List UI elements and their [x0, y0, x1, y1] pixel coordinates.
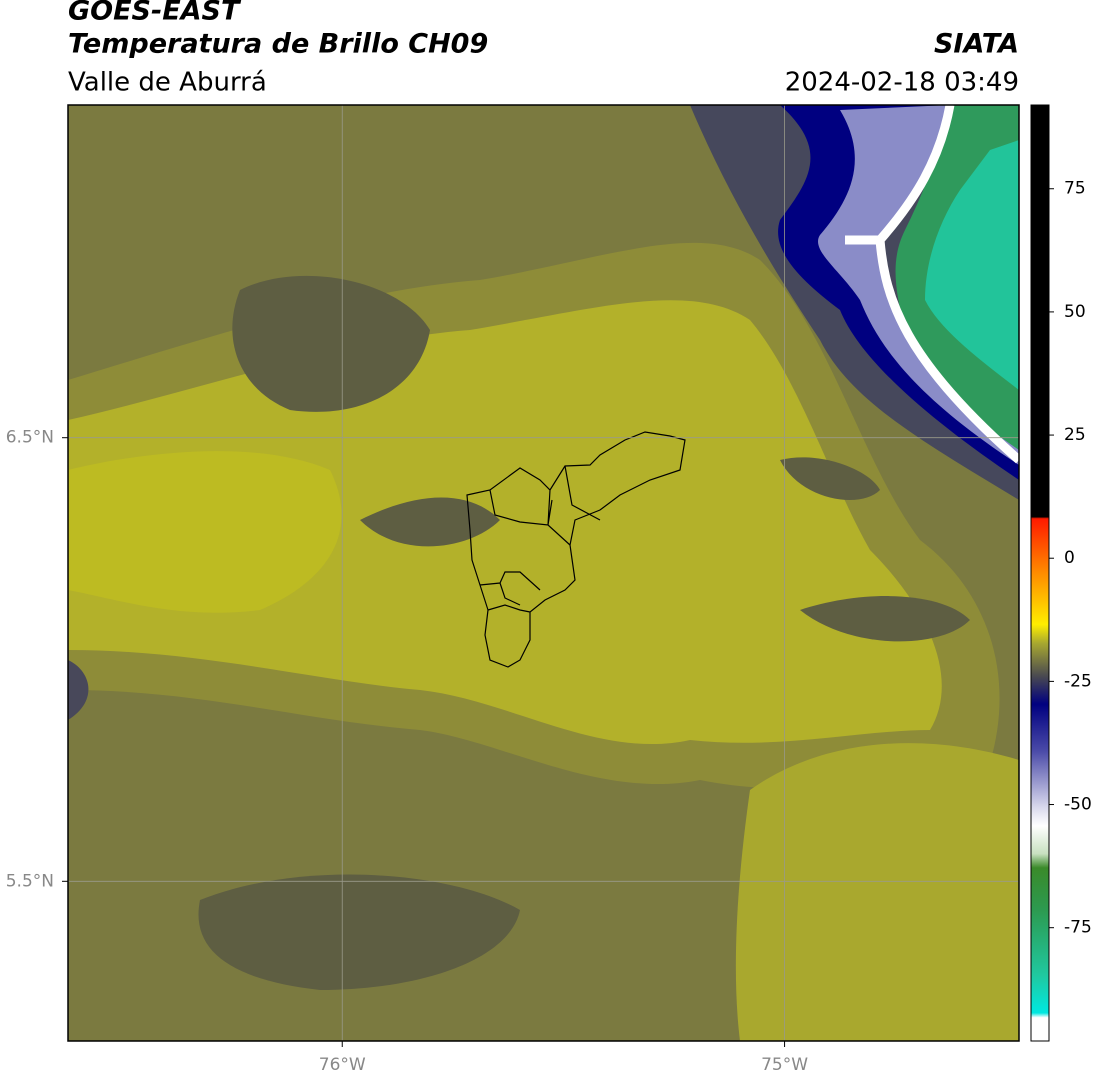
datetime: 2024-02-18 03:49 [785, 68, 1019, 98]
colorbar-tick-label: -25 [1064, 671, 1092, 691]
x-tick-label: 75°W [761, 1055, 808, 1075]
colorbar-tick-label: 25 [1064, 425, 1086, 445]
cold-patch [780, 457, 880, 500]
colorbar-tick-label: -50 [1064, 795, 1092, 815]
cold-patch [800, 596, 970, 642]
cold-patch [198, 874, 520, 990]
warm-core-left [68, 451, 342, 613]
x-tick-label: 76°W [319, 1055, 366, 1075]
source: SIATA [934, 29, 1019, 60]
map-frame [67, 104, 1020, 1042]
cloud-edge-line [845, 105, 1019, 464]
grid [68, 105, 1019, 1041]
cold-core-inner [925, 140, 1019, 390]
colorbar-tick-label: 75 [1064, 179, 1086, 199]
colorbar [1030, 104, 1050, 1042]
colorbar-tick-label: -75 [1064, 918, 1092, 938]
cold-patch [232, 275, 430, 412]
cold-patch [360, 497, 500, 547]
cloud-band-inner [818, 105, 1019, 465]
cloud-band [778, 105, 1019, 480]
map-image [68, 105, 1019, 1041]
warm-core [68, 300, 942, 745]
y-tick-label: 6.5°N [6, 428, 54, 448]
cold-patch [68, 660, 89, 720]
colorbar-tick-label: 50 [1064, 302, 1086, 322]
title: GOES-EAST [68, 0, 242, 27]
subtitle: Temperatura de Brillo CH09 [68, 29, 488, 60]
watershed-outline [466, 431, 686, 668]
region: Valle de Aburrá [68, 68, 267, 98]
warm-bottom-right [735, 743, 1019, 1041]
y-tick-label: 5.5°N [6, 871, 54, 891]
colorbar-tick-label: 0 [1064, 548, 1075, 568]
